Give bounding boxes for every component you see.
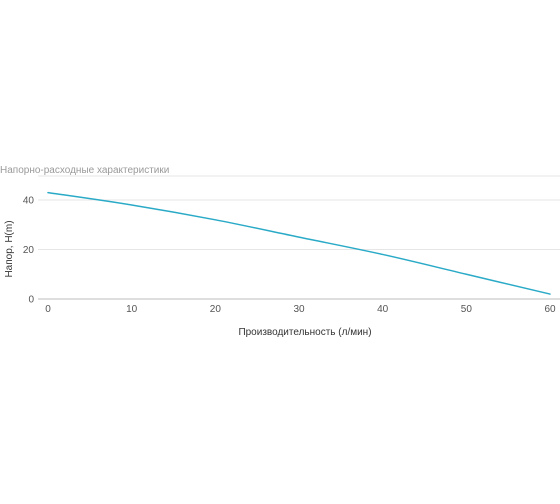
- y-tick-label: 40: [23, 196, 35, 207]
- y-tick-label: 0: [28, 295, 34, 306]
- x-axis-ticks: 0 10 20 30 40 50 60: [45, 304, 556, 315]
- x-tick-label: 20: [210, 304, 222, 315]
- y-axis-label: Напор, H(m): [4, 220, 15, 277]
- grid: [38, 175, 560, 300]
- x-axis-label: Производительность (л/мин): [238, 327, 371, 338]
- series-line: [47, 191, 551, 295]
- x-tick-label: 50: [461, 304, 473, 315]
- series-layer: [47, 191, 551, 295]
- x-tick-label: 60: [544, 304, 556, 315]
- x-tick-label: 0: [45, 304, 51, 315]
- x-tick-label: 30: [293, 304, 305, 315]
- x-tick-label: 40: [377, 304, 389, 315]
- y-tick-label: 20: [23, 245, 35, 256]
- chart-title: Напорно-расходные характеристики: [0, 165, 169, 176]
- y-axis-ticks: 0 20 40: [23, 196, 35, 306]
- x-tick-label: 10: [126, 304, 138, 315]
